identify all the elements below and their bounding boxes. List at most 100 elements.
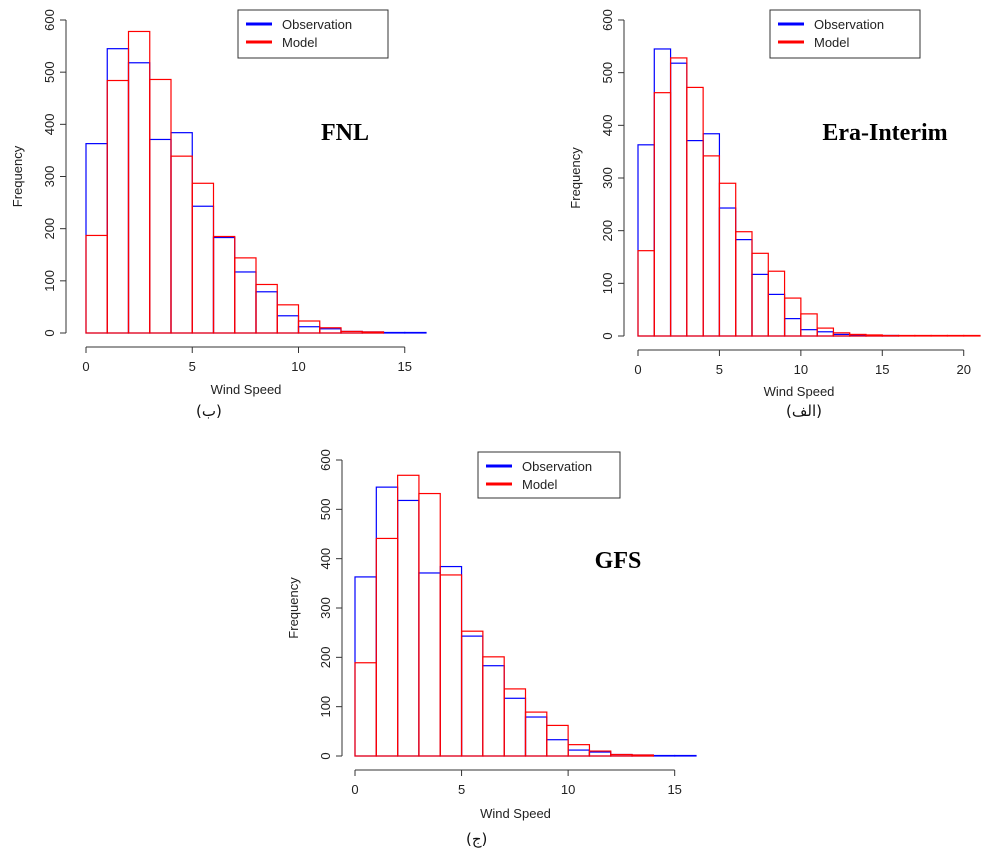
y-tick-label: 300 [318,597,333,619]
x-tick-label: 10 [291,359,305,374]
y-tick-label: 100 [42,270,57,292]
x-tick-label: 0 [351,782,358,797]
y-axis-label: Frequency [10,145,25,207]
legend-label-model: Model [522,477,558,492]
model-name-label: FNL [321,120,369,146]
model-bar [816,327,835,337]
observation-bar [85,143,108,334]
model-bar [439,574,463,757]
model-bar [767,270,786,337]
model-bar [85,234,108,334]
y-tick-label: 400 [600,114,615,136]
model-bar [524,711,548,757]
model-bar [653,92,672,337]
y-tick-label: 600 [318,449,333,471]
model-bar [610,753,633,757]
observation-bar [212,236,236,334]
x-tick-label: 0 [634,362,641,377]
x-tick-label: 15 [398,359,412,374]
y-tick-label: 500 [600,62,615,84]
y-tick-label: 400 [42,113,57,135]
observation-bar [767,293,786,337]
observation-bar [783,318,802,337]
model-bar [702,155,721,337]
observation-bar [354,576,377,757]
observation-bar [375,486,399,757]
legend-label-model: Model [814,35,850,50]
observation-bar [669,62,688,337]
observation-bar [382,331,406,334]
model-bar [946,334,965,337]
observation-bar [170,132,193,334]
model-name-label: Era-Interim [822,120,947,146]
observation-bar [718,207,737,337]
y-tick-label: 400 [318,548,333,570]
observation-bar [127,62,151,334]
observation-bar [637,144,655,337]
model-bar [718,182,737,337]
model-bar [881,334,900,337]
y-tick-label: 200 [318,646,333,668]
observation-bar [686,140,704,337]
model-bar [418,492,441,757]
model-bar [361,331,385,334]
y-tick-label: 100 [600,272,615,294]
model-bar [170,155,193,334]
observation-bar [297,326,321,334]
model-bar [631,754,654,757]
observation-bar [816,331,835,337]
y-tick-label: 500 [318,498,333,520]
model-bar [546,724,569,757]
x-tick-label: 15 [667,782,681,797]
series-model [637,57,981,337]
model-bar [106,79,130,334]
observation-bar [524,716,548,757]
y-axis-label: Frequency [286,577,301,639]
model-bar [914,334,932,337]
observation-bar [653,48,672,337]
series-model [354,474,654,757]
model-name-label: GFS [595,548,642,574]
model-bar [735,231,753,337]
observation-bar [439,565,463,757]
observation-bar [397,499,420,757]
x-tick-label: 5 [716,362,723,377]
x-tick-label: 5 [189,359,196,374]
model-bar [340,330,363,334]
legend-box [477,451,621,499]
observation-bar [482,665,505,757]
model-bar [686,86,704,337]
observation-bar [255,291,278,334]
model-bar [865,334,883,337]
x-tick-label: 15 [875,362,889,377]
model-bar [234,257,257,334]
x-tick-label: 20 [956,362,970,377]
y-tick-label: 100 [318,696,333,718]
series-model [85,30,385,334]
model-bar [669,57,688,337]
model-bar [127,30,151,334]
x-axis-label: Wind Speed [764,384,835,399]
y-tick-label: 500 [42,61,57,83]
model-bar [751,252,769,337]
model-bar [503,688,527,757]
model-bar [319,327,342,334]
legend-box [769,9,921,59]
observation-bar [800,329,818,337]
x-tick-label: 10 [794,362,808,377]
y-tick-label: 300 [600,167,615,189]
model-bar [149,78,172,334]
y-tick-label: 0 [42,329,57,336]
x-axis-label: Wind Speed [211,382,282,397]
model-bar [783,297,802,337]
model-bar [637,250,655,337]
caption-fnl: (ب) [196,402,222,420]
observation-bar [418,572,441,757]
chart-panel-era-interim: 0 100 200 300 400 500 600 0 5 10 15 20 Wind Speed Fre… [560,0,994,405]
y-tick-label: 0 [318,752,333,759]
histogram-era-interim: 0 100 200 300 400 500 600 0 5 10 15 20 Wind Speed Fre… [568,9,981,399]
model-bar [897,334,916,337]
model-bar [800,313,818,337]
observation-bar [735,239,753,337]
observation-bar [404,331,427,334]
